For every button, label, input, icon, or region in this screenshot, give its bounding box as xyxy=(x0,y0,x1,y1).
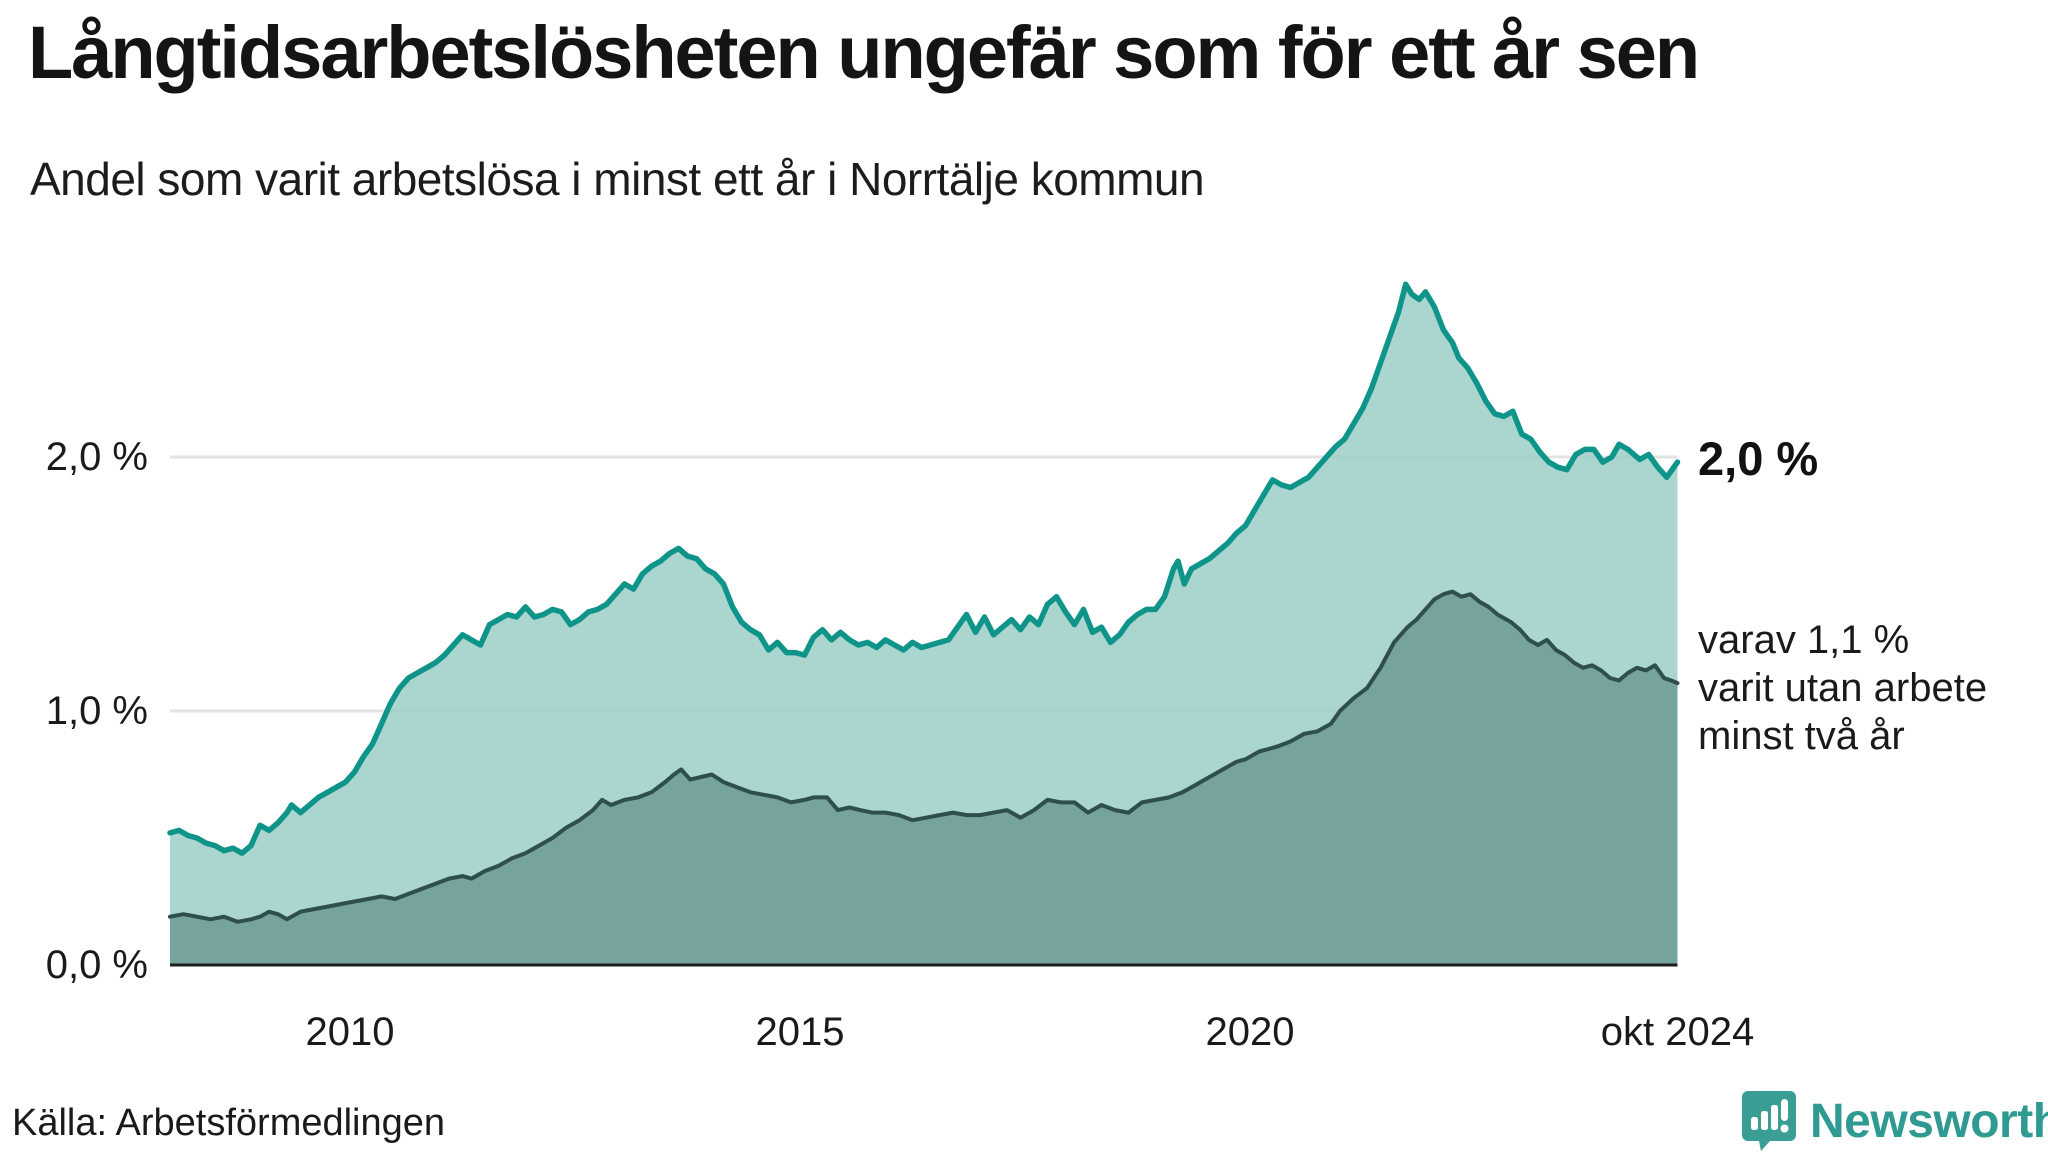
source-credit: Källa: Arbetsförmedlingen xyxy=(12,1102,446,1144)
x-axis-label-2015: 2015 xyxy=(755,1010,845,1054)
series-end-value-label: 2,0 % xyxy=(1698,432,1819,485)
y-axis-label-0: 0,0 % xyxy=(45,943,148,987)
newsworthy-logo: Newsworthy xyxy=(1742,1090,2048,1152)
newsworthy-badge-icon xyxy=(1742,1091,1796,1151)
chart-subtitle: Andel som varit arbetslösa i minst ett å… xyxy=(30,153,1205,205)
area-series-2 xyxy=(170,591,1678,965)
newsworthy-wordmark: Newsworthy xyxy=(1810,1094,2048,1148)
annotation-line-2: varit utan arbete xyxy=(1698,666,1988,710)
y-axis-label-2: 2,0 % xyxy=(45,435,148,479)
page-title: Långtidsarbetslösheten ungefär som för e… xyxy=(28,11,1700,94)
two-year-annotation: varav 1,1 % varit utan arbete minst två … xyxy=(1698,616,1987,760)
x-axis-label-2020: 2020 xyxy=(1205,1010,1295,1054)
x-axis-label-2010: 2010 xyxy=(305,1010,395,1054)
line-series-1 xyxy=(167,281,1681,856)
annotation-line-3: minst två år xyxy=(1698,714,1905,758)
y-axis-label-1: 1,0 % xyxy=(45,689,148,733)
x-axis-label-okt-2024: okt 2024 xyxy=(1600,1010,1755,1054)
annotation-line-1: varav 1,1 % xyxy=(1698,618,1910,662)
line-series-2 xyxy=(168,589,1680,924)
